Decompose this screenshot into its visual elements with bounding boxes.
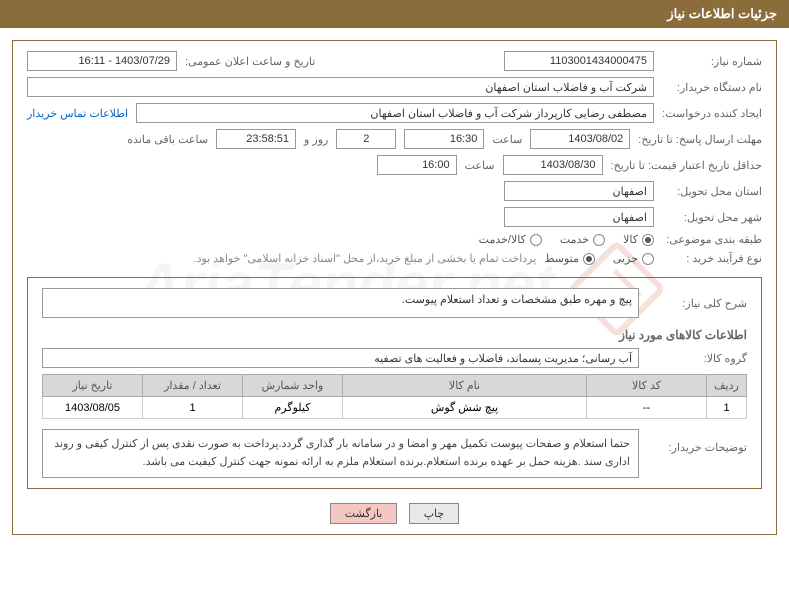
row-purchase-type: نوع فرآیند خرید : جزیی متوسط پرداخت تمام …: [27, 252, 762, 265]
response-deadline-label: مهلت ارسال پاسخ: تا تاریخ:: [638, 133, 762, 146]
row-need-number: شماره نیاز: 1103001434000475 تاریخ و ساع…: [27, 51, 762, 71]
goods-table: ردیفکد کالانام کالاواحد شمارشتعداد / مقد…: [42, 374, 747, 419]
requester-label: ایجاد کننده درخواست:: [662, 107, 762, 120]
goods-group-label: گروه کالا:: [647, 352, 747, 365]
row-buyer-org: نام دستگاه خریدار: شرکت آب و فاضلاب استا…: [27, 77, 762, 97]
general-desc-label: شرح کلی نیاز:: [647, 297, 747, 310]
table-cell: 1: [143, 397, 243, 419]
purchase-note: پرداخت تمام یا بخشی از مبلغ خرید،از محل …: [194, 252, 537, 265]
announce-date-value: 1403/07/29 - 16:11: [27, 51, 177, 71]
row-requester: ایجاد کننده درخواست: مصطفی رضایی کارپردا…: [27, 103, 762, 123]
button-bar: چاپ بازگشت: [27, 503, 762, 524]
announce-date-label: تاریخ و ساعت اعلان عمومی:: [185, 55, 315, 68]
buyer-note-text: حتما استعلام و صفحات پیوست تکمیل مهر و ا…: [42, 429, 639, 478]
general-desc-value: پیچ و مهره طبق مشخصات و تعداد استعلام پی…: [42, 288, 639, 318]
row-min-validity: حداقل تاریخ اعتبار قیمت: تا تاریخ: 1403/…: [27, 155, 762, 175]
detail-frame: شرح کلی نیاز: پیچ و مهره طبق مشخصات و تع…: [27, 277, 762, 489]
radio-icon: [593, 234, 605, 246]
category-option-1[interactable]: خدمت: [560, 233, 605, 246]
radio-label: جزیی: [613, 252, 638, 265]
radio-icon: [642, 234, 654, 246]
radio-label: کالا/خدمت: [479, 233, 526, 246]
goods-group-value: آب رسانی؛ مدیریت پسماند، فاضلاب و فعالیت…: [42, 348, 639, 368]
row-general-desc: شرح کلی نیاز: پیچ و مهره طبق مشخصات و تع…: [42, 288, 747, 318]
radio-label: خدمت: [560, 233, 589, 246]
row-buyer-note: توضیحات خریدار: حتما استعلام و صفحات پیو…: [42, 429, 747, 478]
min-validity-time-value: 16:00: [377, 155, 457, 175]
response-time-value: 16:30: [404, 129, 484, 149]
row-goods-group: گروه کالا: آب رسانی؛ مدیریت پسماند، فاضل…: [42, 348, 747, 368]
table-col-4: تعداد / مقدار: [143, 375, 243, 397]
delivery-province-label: استان محل تحویل:: [662, 185, 762, 198]
table-row: 1--پیچ شش گوشکیلوگرم11403/08/05: [43, 397, 747, 419]
delivery-city-value: اصفهان: [504, 207, 654, 227]
row-delivery-city: شهر محل تحویل: اصفهان: [27, 207, 762, 227]
print-button[interactable]: چاپ: [409, 503, 460, 524]
delivery-province-value: اصفهان: [504, 181, 654, 201]
response-date-value: 1403/08/02: [530, 129, 630, 149]
table-cell: --: [587, 397, 707, 419]
min-validity-label: حداقل تاریخ اعتبار قیمت: تا تاریخ:: [611, 159, 762, 172]
delivery-city-label: شهر محل تحویل:: [662, 211, 762, 224]
row-response-deadline: مهلت ارسال پاسخ: تا تاریخ: 1403/08/02 سا…: [27, 129, 762, 149]
table-col-3: واحد شمارش: [243, 375, 343, 397]
goods-info-title: اطلاعات کالاهای مورد نیاز: [42, 328, 747, 342]
row-delivery-province: استان محل تحویل: اصفهان: [27, 181, 762, 201]
page-header: جزئیات اطلاعات نیاز: [0, 0, 789, 28]
radio-label: کالا: [623, 233, 638, 246]
radio-icon: [642, 253, 654, 265]
back-button[interactable]: بازگشت: [330, 503, 398, 524]
table-col-2: نام کالا: [343, 375, 587, 397]
page-title: جزئیات اطلاعات نیاز: [667, 6, 777, 21]
table-cell: 1403/08/05: [43, 397, 143, 419]
radio-label: متوسط: [544, 252, 579, 265]
need-number-label: شماره نیاز:: [662, 55, 762, 68]
buyer-org-label: نام دستگاه خریدار:: [662, 81, 762, 94]
table-col-0: ردیف: [707, 375, 747, 397]
purchase-option-1[interactable]: متوسط: [544, 252, 595, 265]
table-cell: پیچ شش گوش: [343, 397, 587, 419]
table-col-5: تاریخ نیاز: [43, 375, 143, 397]
buyer-note-label: توضیحات خریدار:: [647, 429, 747, 454]
category-option-2[interactable]: کالا/خدمت: [479, 233, 542, 246]
table-col-1: کد کالا: [587, 375, 707, 397]
min-validity-date-value: 1403/08/30: [503, 155, 603, 175]
requester-value: مصطفی رضایی کارپرداز شرکت آب و فاضلاب اس…: [136, 103, 654, 123]
table-header-row: ردیفکد کالانام کالاواحد شمارشتعداد / مقد…: [43, 375, 747, 397]
radio-icon: [583, 253, 595, 265]
response-time-label: ساعت: [492, 133, 522, 146]
buyer-contact-link[interactable]: اطلاعات تماس خریدار: [27, 107, 128, 120]
days-word: روز و: [304, 133, 328, 146]
row-category: طبقه بندی موضوعی: کالا خدمت کالا/خدمت: [27, 233, 762, 246]
category-radio-group: کالا خدمت کالا/خدمت: [479, 233, 654, 246]
category-label: طبقه بندی موضوعی:: [662, 233, 762, 246]
main-frame: شماره نیاز: 1103001434000475 تاریخ و ساع…: [12, 40, 777, 535]
table-cell: کیلوگرم: [243, 397, 343, 419]
purchase-option-0[interactable]: جزیی: [613, 252, 654, 265]
table-cell: 1: [707, 397, 747, 419]
radio-icon: [530, 234, 542, 246]
purchase-type-label: نوع فرآیند خرید :: [662, 252, 762, 265]
category-option-0[interactable]: کالا: [623, 233, 654, 246]
hours-remaining-value: 23:58:51: [216, 129, 296, 149]
min-validity-time-label: ساعت: [465, 159, 495, 172]
purchase-radio-group: جزیی متوسط: [544, 252, 654, 265]
days-remaining-value: 2: [336, 129, 396, 149]
buyer-org-value: شرکت آب و فاضلاب استان اصفهان: [27, 77, 654, 97]
need-number-value: 1103001434000475: [504, 51, 654, 71]
remaining-suffix: ساعت باقی مانده: [127, 133, 208, 146]
